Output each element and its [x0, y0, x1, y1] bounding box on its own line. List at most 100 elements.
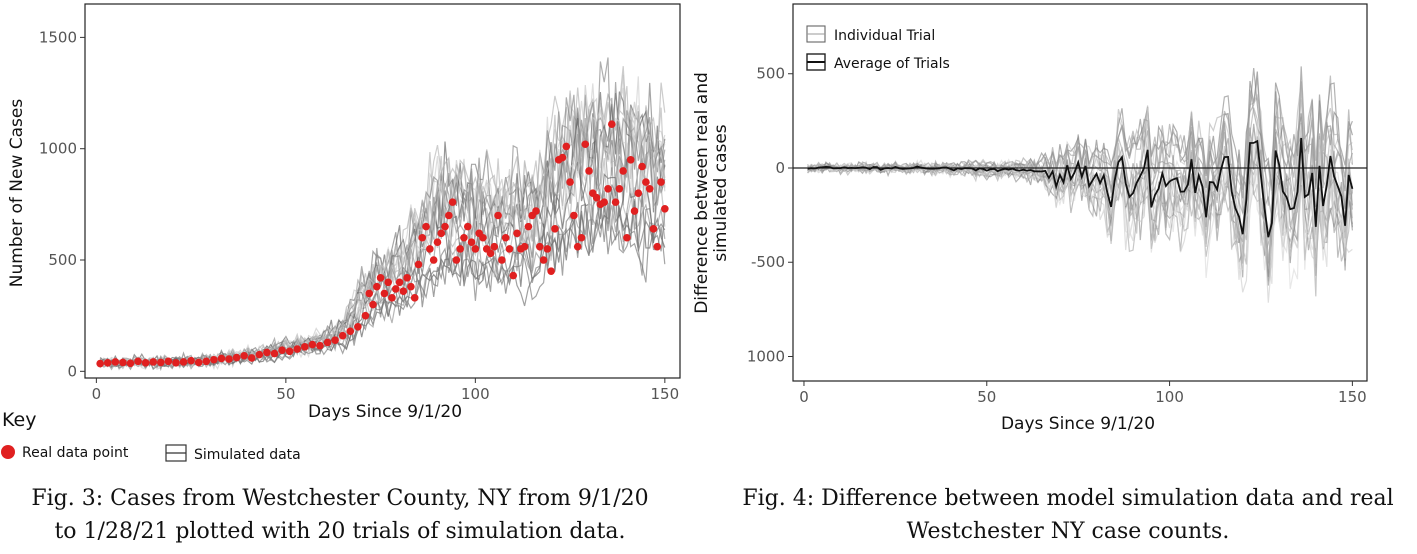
real-data-point [384, 278, 392, 287]
real-data-point [494, 211, 502, 220]
right-caption-line-2: Westchester NY case counts. [907, 519, 1230, 544]
real-data-point [645, 184, 654, 193]
real-data-point [316, 341, 324, 350]
right-y-tick-label: -500 [751, 253, 785, 271]
real-data-point [581, 140, 590, 149]
right-x-tick-label: 50 [977, 388, 996, 406]
real-data-point [524, 222, 533, 231]
key-sim-label: Simulated data [194, 447, 301, 463]
real-data-point [543, 245, 552, 253]
real-data-point [547, 267, 555, 275]
right-y-ticks: 500 0 -500 1000 [747, 65, 793, 365]
real-data-point [126, 359, 135, 368]
real-data-point [361, 311, 370, 320]
real-data-point [263, 348, 271, 357]
real-data-point [509, 271, 518, 280]
real-data-point [210, 355, 218, 364]
right-y-tick-label: 500 [756, 65, 785, 83]
real-data-point [661, 205, 669, 213]
real-data-point [437, 229, 446, 238]
real-data-point [156, 358, 165, 367]
right-y-axis-title-line-2: simulated cases [711, 124, 731, 261]
real-data-point [577, 233, 586, 242]
right-x-tick-label: 100 [1155, 388, 1184, 406]
real-data-point [456, 245, 464, 253]
left-y-tick-label: 500 [48, 251, 77, 269]
real-data-point [573, 242, 582, 251]
real-data-point [429, 256, 438, 264]
real-data-point [551, 225, 559, 233]
legend-individual-label: Individual Trial [834, 28, 935, 44]
left-caption-line-2: to 1/28/21 plotted with 20 trials of sim… [54, 519, 625, 544]
real-data-point [308, 340, 317, 349]
real-data-point [611, 198, 620, 206]
real-data-point [172, 359, 180, 367]
left-caption-line-1: Fig. 3: Cases from Westchester County, N… [31, 486, 648, 511]
real-data-point [535, 242, 544, 251]
real-data-point [323, 338, 332, 347]
real-data-point [376, 274, 385, 282]
real-data-point [293, 345, 302, 353]
right-individual-trial [807, 81, 1353, 264]
real-data-point [532, 207, 540, 215]
left-x-tick-label: 50 [276, 385, 295, 403]
real-data-point [194, 358, 203, 367]
real-data-point [600, 198, 609, 206]
left-x-ticks: 0 50 100 150 [92, 378, 680, 403]
left-x-tick-label: 150 [651, 385, 680, 403]
real-data-point [520, 242, 529, 251]
real-data-point [285, 347, 294, 356]
real-data-point [558, 153, 567, 162]
real-data-point [619, 167, 627, 175]
left-x-axis-title: Days Since 9/1/20 [308, 402, 462, 422]
real-data-point [463, 222, 472, 231]
real-data-point [418, 233, 427, 242]
real-data-point [513, 229, 521, 238]
left-y-axis-title: Number of New Cases [7, 99, 27, 288]
chart-left: 0 50 100 150 0 500 1000 1500 Days Since 9/1/20… [1, 3, 681, 544]
left-y-ticks: 0 500 1000 1500 [39, 28, 85, 380]
real-data-point [460, 233, 468, 242]
real-data-point [365, 289, 374, 298]
right-y-tick-label: 0 [775, 159, 785, 177]
real-data-point [247, 354, 256, 362]
left-real-points [96, 120, 669, 368]
real-data-point [479, 233, 487, 242]
left-y-tick-label: 1000 [39, 140, 77, 158]
right-x-axis-title: Days Since 9/1/20 [1001, 414, 1155, 434]
real-data-point [225, 355, 233, 363]
left-y-tick-label: 0 [67, 362, 77, 380]
real-data-point [187, 356, 195, 365]
key-sim-icon [165, 444, 187, 462]
key-title: Key [2, 409, 36, 431]
real-data-point [498, 256, 506, 264]
real-data-point [346, 327, 355, 336]
legend-average-label: Average of Trials [834, 56, 950, 72]
left-y-tick-label: 1500 [39, 28, 77, 46]
real-data-point [179, 358, 188, 366]
real-data-point [585, 167, 593, 175]
right-caption-line-1: Fig. 4: Difference between model simulat… [742, 486, 1393, 511]
real-data-point [119, 358, 127, 367]
real-data-point [388, 294, 396, 302]
right-x-tick-label: 150 [1338, 388, 1367, 406]
real-data-point [111, 358, 120, 366]
real-data-point [338, 331, 347, 340]
legend-individual-icon [806, 25, 826, 43]
real-data-point [630, 207, 639, 215]
real-data-point [202, 357, 211, 366]
real-data-point [96, 359, 104, 368]
real-data-point [410, 294, 419, 302]
right-y-tick-label: 1000 [747, 347, 785, 365]
real-data-point [501, 233, 510, 242]
real-data-point [217, 354, 226, 363]
right-x-tick-label: 0 [799, 388, 809, 406]
real-data-point [562, 142, 571, 151]
real-data-point [452, 256, 461, 264]
real-data-point [642, 178, 650, 186]
real-data-point [232, 353, 241, 362]
real-data-point [403, 274, 411, 282]
real-data-point [570, 211, 578, 220]
real-data-point [626, 156, 635, 164]
